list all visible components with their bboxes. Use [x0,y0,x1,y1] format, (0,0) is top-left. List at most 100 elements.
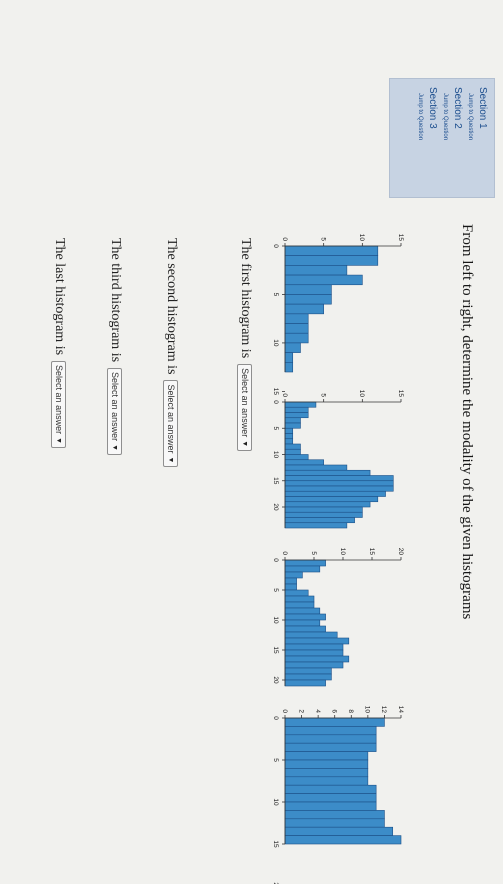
caret-down-icon: ▼ [111,444,119,452]
histogram-1: 0 5 10 15 0 5 10 15 [269,228,407,396]
answer-select-2[interactable]: Select an answer ▼ [163,380,179,468]
x-tick-label: 0 [272,558,279,562]
section-3-link[interactable]: Section 3 [427,87,438,129]
histogram-bar [284,323,309,334]
jump-to-question-2-link[interactable]: Jump to Question [442,93,448,141]
histogram-3: 0 5 10 15 20 0 5 10 15 20 [269,542,407,690]
x-tick-label: 10 [272,451,279,459]
answer-select-4[interactable]: Select an answer ▼ [51,361,67,449]
x-tick-label: 5 [272,293,279,297]
section-1-link[interactable]: Section 1 [477,87,488,129]
y-tick-label: 5 [310,551,317,555]
histogram-bar [284,661,344,669]
histogram-bar [284,522,348,529]
x-tick-label: 20 [272,676,279,684]
x-tick-label: 5 [272,588,279,592]
histogram-bar [284,637,350,645]
caret-down-icon: ▼ [167,456,175,464]
y-tick-label: 10 [339,548,346,556]
histogram-bar [284,422,301,429]
histogram-bar [284,332,309,344]
histogram-bar [284,485,394,492]
answer-row-4: The last histogram is Select an answer ▼ [51,238,67,449]
y-tick-label: 0 [281,709,288,713]
y-tick-label: 12 [380,706,387,714]
y-tick-label: 0 [281,393,288,397]
histogram-bar [284,793,377,803]
answer-label: The last histogram is [52,238,67,356]
histogram-bar [284,352,294,363]
x-tick-label: 15 [272,646,279,654]
histogram-bar [284,625,326,633]
y-tick-label: 4 [314,709,321,713]
x-tick-label: 5 [272,426,279,430]
jump-to-question-3-link[interactable]: Jump to Question [417,93,423,141]
histogram-bar [284,583,297,591]
histogram-2: 0 5 10 15 0 5 10 15 20 [269,384,407,532]
y-tick-label: 20 [397,548,404,556]
histogram-bar [284,818,385,828]
histogram-bar [284,835,402,845]
histogram-bar [284,490,386,497]
histogram-bar [284,464,348,471]
x-tick-label: 15 [272,388,279,396]
y-tick-label: 6 [331,709,338,713]
y-tick-label: 10 [358,234,365,242]
caret-down-icon: ▼ [55,437,63,445]
histogram-bar [284,401,317,408]
histogram-bar [284,412,309,419]
histogram-bar [284,506,363,513]
histogram-bar [284,443,301,450]
x-tick-label: 0 [272,716,279,720]
histogram-bar [284,571,303,579]
histogram-bar [284,655,350,663]
section-2-link[interactable]: Section 2 [452,87,463,129]
y-tick-label: 14 [397,706,404,714]
x-tick-label: 20 [272,503,279,511]
histogram-bar [284,717,385,727]
answer-select-1[interactable]: Select an answer ▼ [237,364,253,452]
y-tick-label: 0 [281,237,288,241]
histogram-bar [284,469,371,476]
histogram-bar [284,810,385,820]
y-tick-label: 10 [358,390,365,398]
histogram-bar [284,480,394,487]
x-tick-label: 20 [272,882,279,884]
x-tick-label: 10 [272,339,279,347]
y-tick-label: 2 [297,709,304,713]
select-value: Select an answer [54,365,64,435]
histogram-svg: 0 2 4 6 8 10 12 14 0 5 10 15 20 [272,706,404,884]
histogram-bar [284,734,377,744]
y-tick-label: 15 [397,234,404,242]
histogram-bar [284,768,369,778]
histogram-bar [284,255,379,266]
answer-select-3[interactable]: Select an answer ▼ [107,368,123,456]
histogram-bar [284,667,332,675]
histogram-bar [284,496,379,503]
histogram-bar [284,826,394,836]
y-tick-label: 10 [364,706,371,714]
x-tick-label: 0 [272,400,279,404]
histogram-bar [284,601,315,609]
question-prompt: From left to right, determine the modali… [459,224,475,620]
jump-to-question-1-link[interactable]: Jump to Question [467,93,473,141]
x-tick-label: 0 [272,244,279,248]
select-value: Select an answer [110,372,120,442]
histogram-bar [284,294,332,305]
x-tick-label: 15 [272,840,279,848]
histogram-bar [284,438,294,445]
histogram-bar [284,577,297,585]
histogram-bar [284,649,344,657]
histogram-bar [284,619,321,627]
histogram-bar [284,751,369,761]
x-tick-label: 10 [272,798,279,806]
caret-down-icon: ▼ [241,440,249,448]
histogram-bar [284,595,315,603]
x-tick-label: 10 [272,616,279,624]
histogram-bar [284,776,369,786]
x-tick-label: 5 [272,758,279,762]
section-navigation: Section 1 Jump to Question Section 2 Jum… [389,78,495,198]
histogram-bar [284,679,326,687]
